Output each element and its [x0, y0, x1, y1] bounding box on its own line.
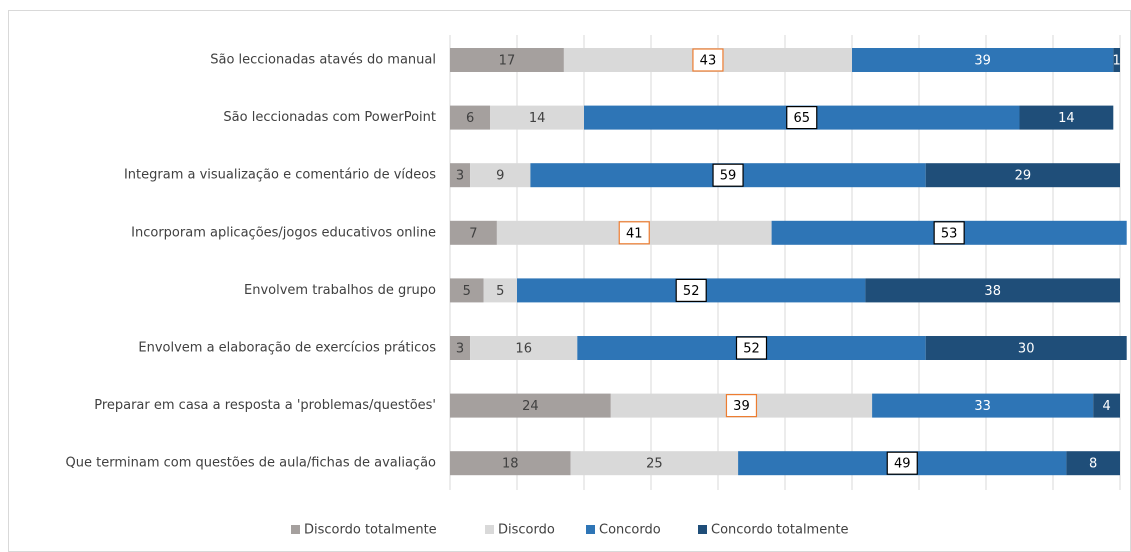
- bar-segment: [470, 336, 578, 360]
- value-label: 24: [522, 399, 539, 414]
- y-tick-label: Integram a visualização e comentário de …: [124, 168, 436, 183]
- value-label: 38: [984, 284, 1001, 299]
- value-label: 52: [683, 284, 700, 299]
- value-label: 9: [496, 169, 504, 184]
- bar-segment: [570, 451, 739, 476]
- value-label: 59: [720, 169, 737, 184]
- value-label-box: [725, 394, 758, 418]
- bar-segment: [450, 220, 497, 245]
- bar-segment: [1113, 48, 1120, 72]
- legend-swatch: [485, 525, 494, 534]
- value-label-box: [933, 221, 965, 245]
- value-label-box: [886, 451, 918, 475]
- value-label-box: [675, 278, 707, 302]
- legend-swatch: [291, 525, 300, 534]
- bar-segment: [450, 393, 611, 418]
- legend-label: Concordo totalmente: [711, 523, 849, 538]
- value-label: 33: [974, 399, 991, 414]
- value-label: 16: [515, 342, 532, 357]
- bar-segment: [1066, 451, 1120, 476]
- value-label: 3: [456, 169, 464, 184]
- value-label: 18: [502, 457, 519, 472]
- y-tick-label: São leccionadas com PowerPoint: [223, 110, 436, 125]
- bar-segment: [450, 163, 471, 188]
- legend-swatch: [586, 525, 595, 534]
- value-label: 41: [626, 226, 643, 241]
- bar-segment: [1093, 393, 1120, 418]
- y-tick-label: Incorporam aplicações/jogos educativos o…: [131, 225, 436, 240]
- value-label: 49: [894, 457, 911, 472]
- bar-segment: [1019, 105, 1114, 130]
- value-label: 3: [456, 342, 464, 357]
- value-label: 30: [1018, 342, 1035, 357]
- value-label-box: [692, 48, 724, 72]
- value-label: 5: [463, 284, 471, 299]
- bar-segment: [852, 48, 1114, 72]
- value-label: 53: [941, 226, 958, 241]
- value-label-box: [735, 336, 768, 360]
- value-label: 43: [700, 54, 717, 69]
- bar-segment: [450, 48, 564, 72]
- value-label: 65: [793, 111, 810, 126]
- bar-segment: [470, 163, 531, 188]
- value-label: 1: [1113, 54, 1121, 69]
- value-label: 7: [469, 226, 477, 241]
- value-label: 14: [529, 111, 546, 126]
- value-label: 39: [733, 399, 750, 414]
- y-tick-label: Que terminam com questões de aula/fichas…: [66, 456, 437, 471]
- y-tick-label: Preparar em casa a resposta a 'problemas…: [94, 398, 436, 413]
- bar-segment: [450, 278, 484, 303]
- value-label-box: [712, 163, 744, 187]
- value-label: 8: [1089, 457, 1097, 472]
- bar-segment: [490, 105, 584, 130]
- bar-segment: [872, 393, 1094, 418]
- value-label: 17: [499, 54, 516, 69]
- legend-swatch: [698, 525, 707, 534]
- value-label: 6: [466, 111, 474, 126]
- legend-label: Discordo totalmente: [304, 523, 437, 538]
- legend-label: Discordo: [498, 523, 555, 538]
- value-label: 29: [1015, 169, 1032, 184]
- bar-segment: [483, 278, 517, 303]
- value-label-box: [786, 105, 818, 130]
- bar-segment: [450, 105, 491, 130]
- value-label: 52: [743, 342, 760, 357]
- bar-segment: [450, 336, 471, 360]
- bar-segment: [925, 336, 1127, 360]
- y-tick-label: Envolvem trabalhos de grupo: [244, 283, 436, 298]
- y-tick-label: Envolvem a elaboração de exercícios prát…: [138, 341, 436, 356]
- value-label: 25: [646, 457, 663, 472]
- bar-segment: [865, 278, 1120, 303]
- value-label-box: [618, 221, 650, 245]
- value-label: 14: [1058, 111, 1075, 126]
- y-tick-label: São leccionadas atavés do manual: [210, 53, 436, 68]
- bar-segment: [925, 163, 1120, 188]
- legend-label: Concordo: [599, 523, 661, 538]
- value-label: 5: [496, 284, 504, 299]
- value-label: 39: [974, 54, 991, 69]
- value-label: 4: [1102, 399, 1110, 414]
- bar-segment: [450, 451, 571, 476]
